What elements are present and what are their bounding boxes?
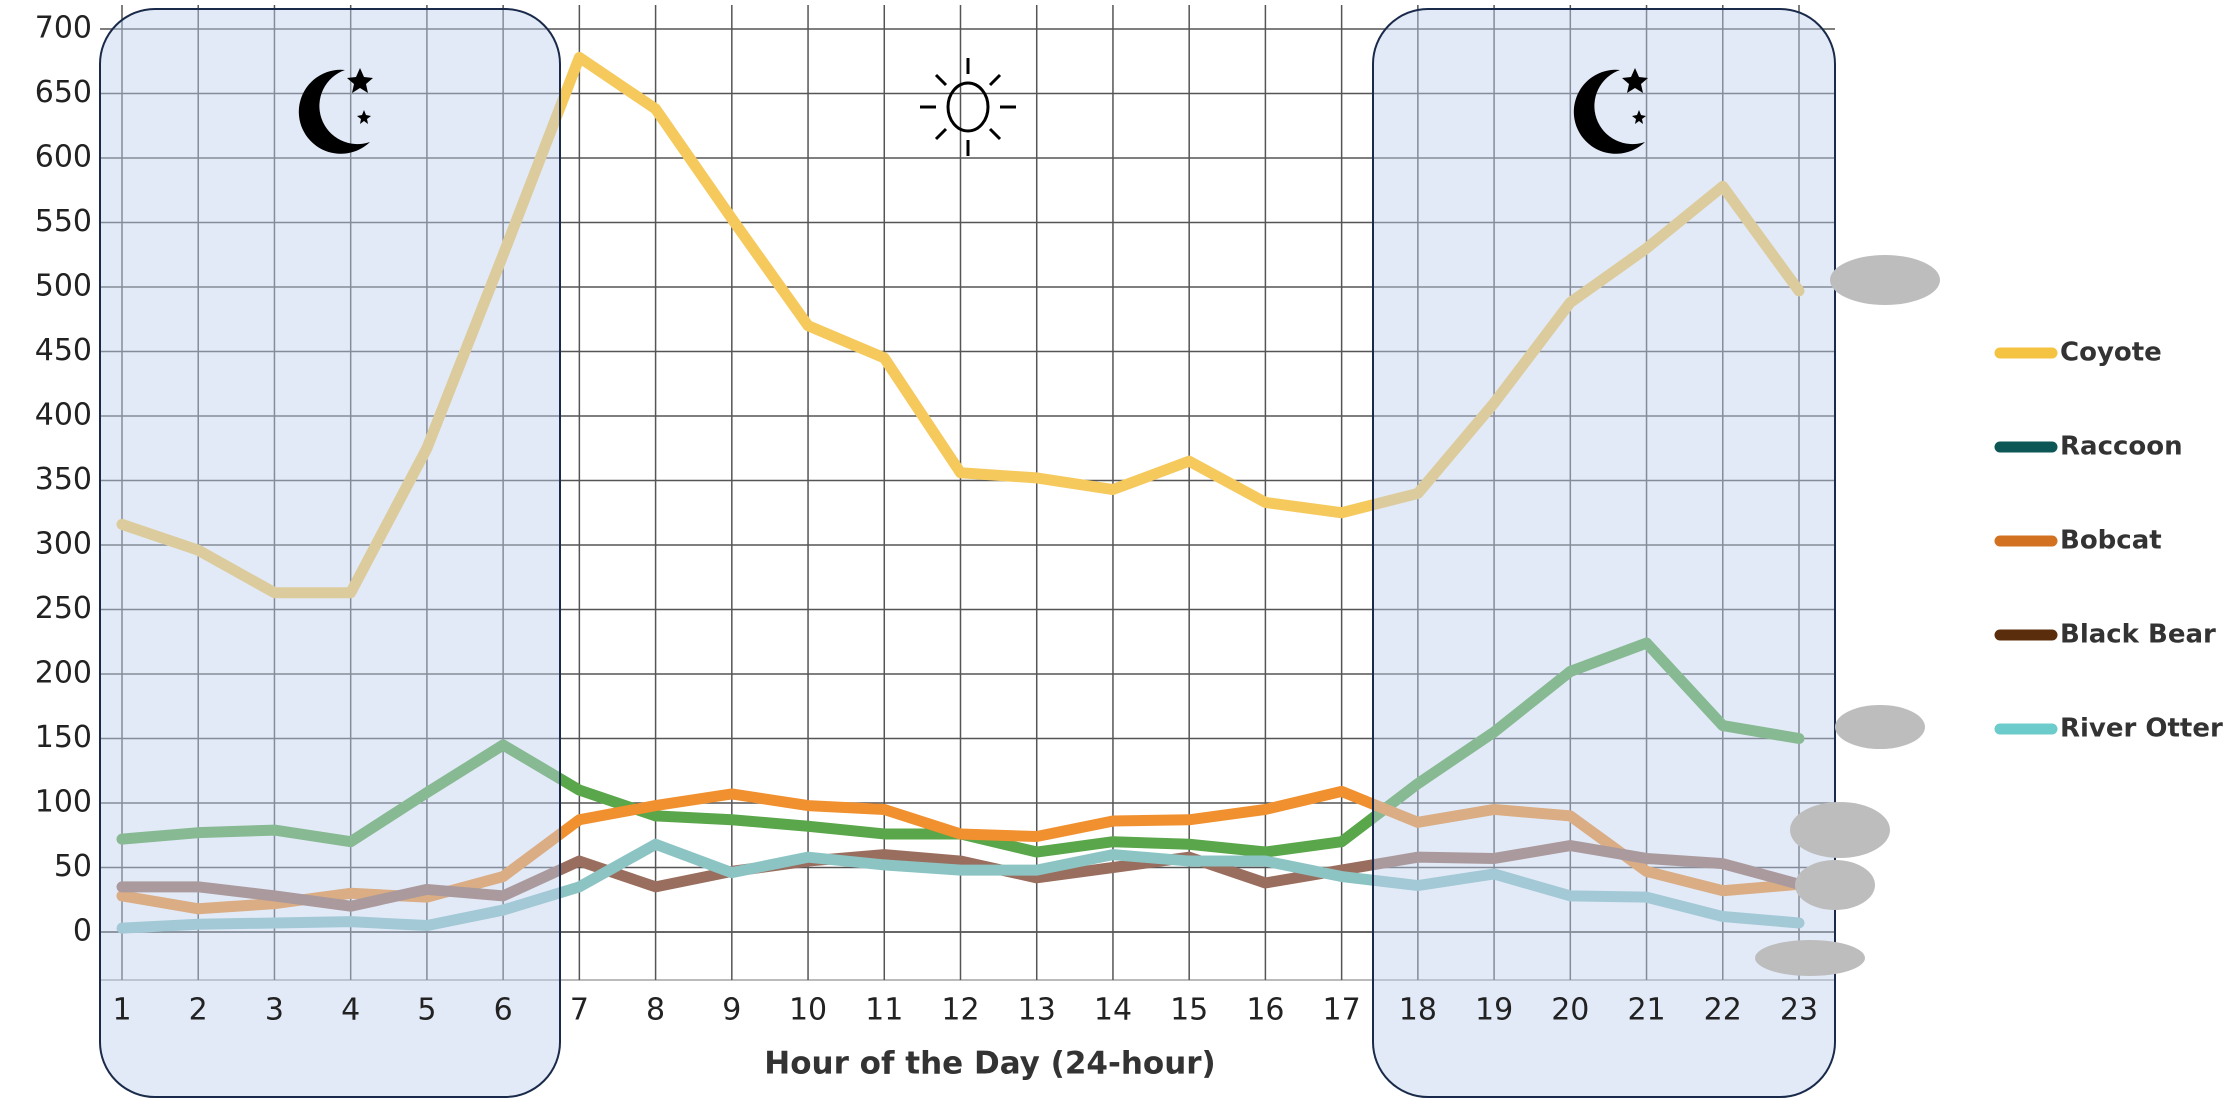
y-tick-label: 450 — [35, 333, 92, 368]
lines — [116, 51, 1805, 934]
x-tick-label: 5 — [417, 993, 436, 1028]
x-tick-label: 13 — [1018, 993, 1056, 1028]
x-tick-label: 6 — [494, 993, 513, 1028]
animal-icons — [1755, 255, 1940, 976]
legend-label: Coyote — [2060, 338, 2162, 368]
night-region — [1372, 8, 1836, 1098]
x-tick-label: 18 — [1399, 993, 1437, 1028]
y-tick-label: 400 — [35, 398, 92, 433]
legend-label: Bobcat — [2060, 526, 2162, 556]
moon-icon — [298, 68, 373, 154]
y-tick-label: 350 — [35, 462, 92, 497]
series-line — [116, 840, 1805, 912]
legend-label: Black Bear — [2060, 620, 2216, 650]
x-tick-label: 4 — [341, 993, 360, 1028]
series-line — [116, 51, 1805, 599]
sun-icon — [920, 58, 1016, 156]
y-tick-label: 500 — [35, 269, 92, 304]
y-tick-label: 250 — [35, 591, 92, 626]
y-tick-label: 700 — [35, 11, 92, 46]
x-tick-label: 7 — [570, 993, 589, 1028]
x-tick-label: 1 — [112, 993, 131, 1028]
x-tick-label: 21 — [1627, 993, 1665, 1028]
y-tick-label: 300 — [35, 527, 92, 562]
x-tick-label: 10 — [789, 993, 827, 1028]
y-tick-label: 150 — [35, 720, 92, 755]
x-tick-label: 14 — [1094, 993, 1132, 1028]
x-tick-label: 23 — [1780, 993, 1818, 1028]
legend-label: River Otter — [2060, 714, 2223, 744]
x-tick-label: 12 — [941, 993, 979, 1028]
x-tick-label: 11 — [865, 993, 903, 1028]
series-line — [116, 838, 1805, 934]
x-tick-label: 3 — [265, 993, 284, 1028]
x-tick-label: 8 — [646, 993, 665, 1028]
x-tick-label: 17 — [1323, 993, 1361, 1028]
x-tick-label: 9 — [722, 993, 741, 1028]
x-tick-label: 22 — [1704, 993, 1742, 1028]
moon-icon — [1573, 68, 1648, 154]
x-tick-label: 15 — [1170, 993, 1208, 1028]
x-tick-label: 20 — [1551, 993, 1589, 1028]
x-tick-label: 2 — [189, 993, 208, 1028]
y-tick-label: 550 — [35, 204, 92, 239]
x-axis-title: Hour of the Day (24-hour) — [764, 1046, 1215, 1082]
y-tick-label: 100 — [35, 785, 92, 820]
x-tick-label: 16 — [1246, 993, 1284, 1028]
y-tick-label: 600 — [35, 140, 92, 175]
y-tick-label: 200 — [35, 656, 92, 691]
night-region — [99, 8, 561, 1098]
y-tick-label: 50 — [54, 849, 92, 884]
y-tick-label: 0 — [73, 914, 92, 949]
y-tick-label: 650 — [35, 75, 92, 110]
x-tick-label: 19 — [1475, 993, 1513, 1028]
legend-label: Raccoon — [2060, 432, 2183, 462]
